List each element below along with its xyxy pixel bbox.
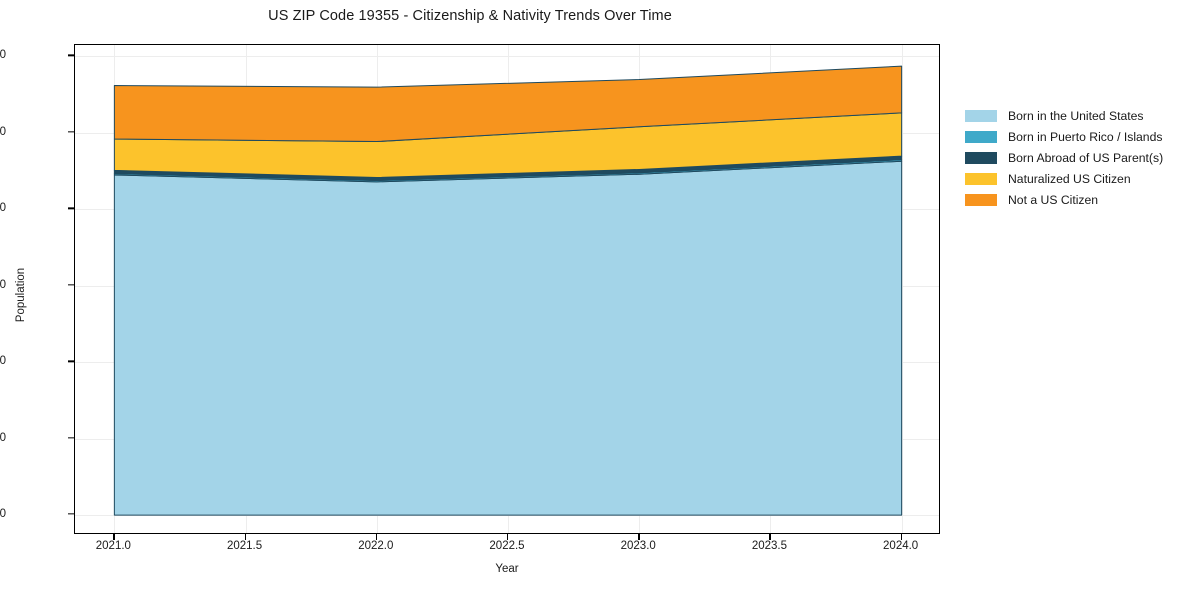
- x-tick-mark: [638, 534, 640, 540]
- plot-inner: [75, 45, 939, 533]
- x-tick-label: 2021.0: [95, 540, 131, 552]
- y-tick-mark: [68, 437, 74, 439]
- y-tick-label: 20,000: [0, 202, 6, 215]
- x-tick-mark: [507, 534, 509, 540]
- y-tick-mark: [68, 131, 74, 133]
- x-tick-mark: [113, 534, 115, 540]
- x-tick-label: 2023.0: [620, 540, 656, 552]
- y-tick-label: 25,000: [0, 125, 6, 138]
- legend-item[interactable]: Naturalized US Citizen: [965, 168, 1163, 189]
- x-tick-mark: [375, 534, 378, 540]
- y-tick-mark: [68, 513, 74, 515]
- y-tick-mark: [68, 284, 74, 286]
- y-tick-label: 10,000: [0, 355, 6, 368]
- x-tick-label: 2024.0: [883, 540, 919, 552]
- legend-item[interactable]: Not a US Citizen: [965, 189, 1163, 210]
- y-tick-label: 15,000: [0, 278, 6, 291]
- gridline-horizontal: [75, 56, 939, 58]
- x-tick-label: 2021.5: [226, 540, 263, 552]
- legend-swatch-icon: [965, 151, 997, 164]
- x-tick-label: 2022.0: [358, 540, 394, 552]
- plot-area: [74, 44, 940, 534]
- legend-label: Not a US Citizen: [1008, 192, 1099, 207]
- legend-item[interactable]: Born Abroad of US Parent(s): [965, 147, 1163, 168]
- y-tick-mark: [68, 54, 74, 57]
- y-tick-label: 30,000: [0, 49, 6, 62]
- legend-label: Born Abroad of US Parent(s): [1008, 150, 1164, 165]
- x-tick-mark: [900, 534, 902, 540]
- legend-label: Naturalized US Citizen: [1008, 171, 1131, 186]
- chart-legend: Born in the United States Born in Puerto …: [965, 105, 1163, 210]
- legend-item[interactable]: Born in the United States: [965, 105, 1163, 126]
- area-band: [113, 65, 903, 143]
- area-band: [113, 160, 903, 516]
- legend-swatch-icon: [965, 130, 997, 143]
- legend-label: Born in the United States: [1008, 108, 1144, 123]
- y-axis-label: Population: [15, 267, 27, 323]
- legend-swatch-icon: [965, 109, 997, 122]
- x-axis-label: Year: [495, 563, 519, 575]
- x-tick-label: 2022.5: [489, 540, 525, 552]
- y-tick-mark: [68, 360, 74, 362]
- legend-swatch-icon: [965, 193, 997, 206]
- legend-item[interactable]: Born in Puerto Rico / Islands: [965, 126, 1163, 147]
- legend-label: Born in Puerto Rico / Islands: [1008, 129, 1163, 144]
- y-tick-mark: [68, 207, 74, 209]
- stacked-area-series: [113, 65, 903, 516]
- y-tick-label: 5,000: [0, 431, 6, 444]
- x-tick-mark: [244, 534, 246, 540]
- x-tick-label: 2023.5: [751, 540, 788, 552]
- legend-swatch-icon: [965, 172, 997, 185]
- y-tick-label: 0: [0, 508, 6, 521]
- chart-title: US ZIP Code 19355 - Citizenship & Nativi…: [268, 8, 672, 24]
- x-tick-mark: [769, 534, 771, 540]
